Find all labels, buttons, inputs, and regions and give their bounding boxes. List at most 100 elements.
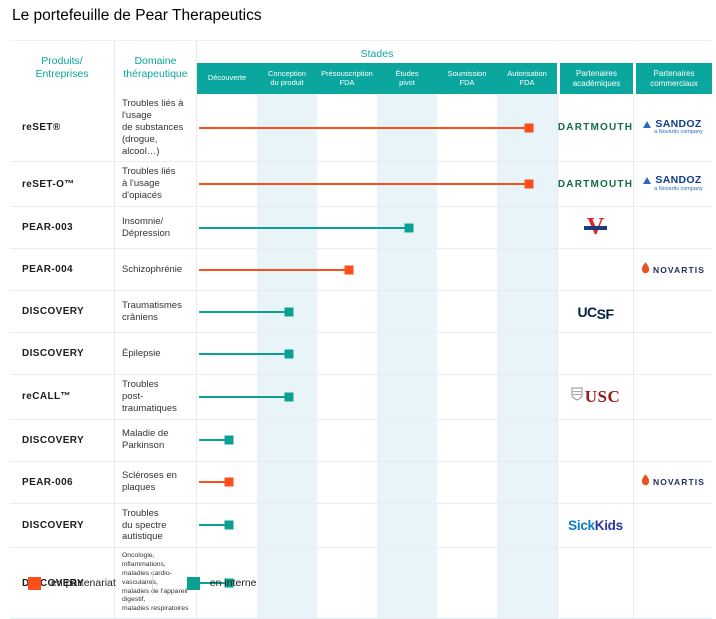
pipeline-bar (199, 524, 229, 527)
commercial-partner-cell (633, 291, 712, 332)
domain-cell: Traumatismes crâniens (115, 291, 197, 332)
academic-partner-cell (557, 461, 633, 503)
product-cell: DISCOVERY (10, 333, 115, 374)
stage-track (197, 461, 557, 503)
product-cell: PEAR-003 (10, 207, 115, 248)
pipeline-marker (284, 349, 294, 358)
academic-partner-cell (557, 249, 633, 290)
stage-header-soumission: Soumission FDA (437, 63, 497, 94)
academic-partner-cell (557, 333, 633, 374)
novartis-flame-icon (641, 473, 650, 491)
product-cell: reCALL™ (10, 375, 115, 419)
pipeline-bar (199, 268, 349, 271)
stage-track (197, 207, 557, 248)
col-header-products: Produits/ Entreprises (10, 41, 115, 94)
pipeline-marker (524, 123, 534, 133)
legend-label-interne: en interne (209, 577, 257, 589)
stage-track (197, 548, 557, 619)
table-row: DISCOVERY Oncologie, inflammations, malad… (10, 548, 712, 619)
v-logo-band (583, 225, 608, 230)
domain-cell: Troubles liés à l'usage de substances (d… (115, 94, 197, 162)
stage-header-etudes-pivot: Études pivot (377, 63, 437, 94)
pipeline-bar (199, 126, 529, 129)
academic-partner-cell (557, 419, 633, 461)
product-cell: DISCOVERY (10, 548, 115, 619)
domain-cell: Troubles du spectre autistique (115, 503, 197, 548)
stage-track (197, 162, 557, 206)
col-header-commercial: Partenaires commerciaux (636, 63, 712, 94)
commercial-partner-cell: SANDOZ a Novartis company (633, 94, 712, 162)
pipeline-bar (199, 183, 529, 186)
usc-logo: USC (571, 387, 621, 407)
novartis-logo: NOVARTIS (641, 473, 705, 491)
legend-swatch-interne (186, 576, 200, 590)
stage-track (197, 333, 557, 374)
col-header-academic: Partenaires académiques (560, 63, 633, 94)
stage-header-presouscription: Présouscription FDA (317, 63, 377, 94)
novartis-flame-icon (641, 261, 650, 279)
product-cell: PEAR-006 (10, 461, 115, 503)
commercial-partner-cell: SANDOZ a Novartis company (633, 162, 712, 206)
legend-label-partenariat: en partenariat (51, 577, 116, 589)
dartmouth-logo: DARTMOUTH (557, 122, 634, 134)
usc-shield-icon (571, 387, 583, 406)
page-title: Le portefeuille de Pear Therapeutics (12, 7, 262, 24)
ucsf-logo: UCSF (577, 303, 614, 323)
stage-track (197, 419, 557, 461)
sickkids-logo: SickKids (568, 517, 623, 533)
table-row: reSET-O™ Troubles liés à l'usage d'opiacé… (10, 162, 712, 207)
stage-header-conception: Conception du produit (257, 63, 317, 94)
academic-partner-cell: USC (557, 375, 633, 419)
table-row: DISCOVERY Troubles du spectre autistique S… (10, 503, 712, 549)
legend-swatch-partenariat (28, 576, 41, 590)
portfolio-pipeline-table: Produits/ Entreprises Domaine thérapeuti… (10, 40, 712, 619)
product-cell: DISCOVERY (10, 503, 115, 548)
academic-partner-cell: UCSF (557, 291, 633, 332)
pipeline-marker (404, 223, 414, 232)
novartis-logo: NOVARTIS (641, 261, 705, 279)
pipeline-bar (199, 352, 289, 355)
table-row: DISCOVERY Épilepsie (10, 333, 712, 375)
product-cell: DISCOVERY (10, 419, 115, 461)
pipeline-marker (344, 265, 354, 274)
table-row: reSET® Troubles liés à l'usage de substan… (10, 94, 712, 163)
commercial-partner-cell: NOVARTIS (633, 461, 712, 503)
dartmouth-logo: DARTMOUTH (557, 178, 634, 190)
pipeline-marker (224, 435, 234, 445)
sandoz-triangle-icon (643, 120, 652, 128)
stage-track (197, 94, 557, 162)
table-header: Produits/ Entreprises Domaine thérapeuti… (10, 41, 712, 94)
academic-partner-cell: DARTMOUTH (557, 162, 633, 206)
domain-cell: Schizophrénie (115, 249, 197, 290)
stage-track (197, 249, 557, 290)
stage-track (197, 375, 557, 419)
legend: en partenariat en interne (28, 571, 257, 595)
commercial-partner-cell (633, 503, 712, 548)
pipeline-marker (524, 179, 534, 189)
sandoz-triangle-icon (643, 177, 652, 185)
table-row: PEAR-004 Schizophrénie NOVARTIS (10, 249, 712, 291)
pipeline-marker (224, 578, 234, 588)
stages-group-header: Stades (360, 48, 394, 60)
sandoz-logo: SANDOZ a Novartis company (643, 119, 703, 137)
domain-cell: Scléroses en plaques (115, 461, 197, 503)
pipeline-bar (199, 310, 289, 313)
table-row: DISCOVERY Maladie de Parkinson (10, 419, 712, 462)
table-row: reCALL™ Troubles post-traumatiques USC (10, 375, 712, 420)
table-row: DISCOVERY Traumatismes crâniens UCSF (10, 291, 712, 333)
academic-partner-cell: SickKids (557, 503, 633, 548)
academic-partner-cell (557, 548, 633, 619)
table-body: reSET® Troubles liés à l'usage de substan… (10, 94, 712, 619)
stage-header-decouverte: Découverte (197, 63, 257, 94)
legend-divider (151, 571, 153, 595)
domain-cell: Troubles liés à l'usage d'opiacés (115, 162, 197, 206)
pipeline-marker (284, 392, 294, 402)
commercial-partner-cell (633, 419, 712, 461)
pipeline-bar (199, 395, 289, 398)
col-header-domain: Domaine thérapeutique (115, 41, 197, 94)
domain-cell: Maladie de Parkinson (115, 419, 197, 461)
pipeline-marker (224, 477, 234, 487)
red-v-logo: V (583, 215, 608, 239)
pipeline-bar (199, 439, 229, 442)
